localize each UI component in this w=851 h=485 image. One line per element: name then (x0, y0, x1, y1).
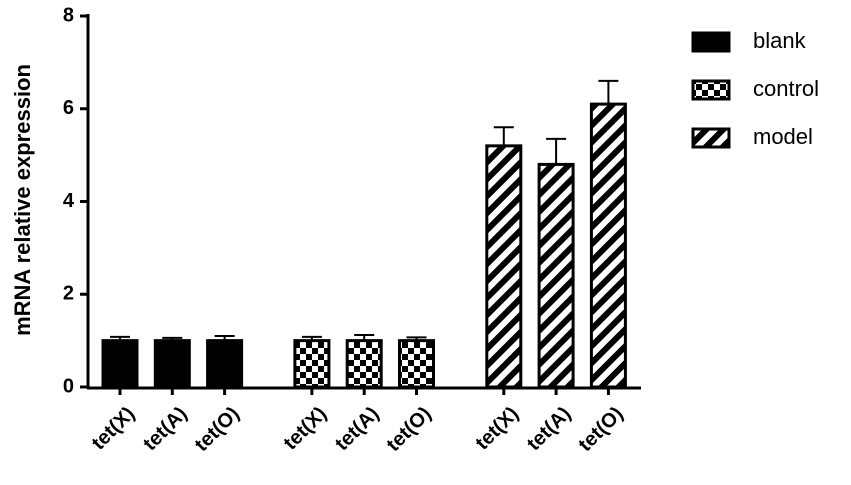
x-tick-label: tet(X) (88, 403, 140, 455)
legend-swatch (691, 127, 731, 149)
y-tick-label: 6 (63, 97, 74, 119)
y-tick-label: 0 (63, 375, 74, 397)
legend-label: model (753, 124, 813, 149)
bar (537, 162, 575, 389)
legend-label: control (753, 76, 819, 101)
bar (345, 339, 383, 389)
bar (293, 339, 331, 389)
x-tick-label: tet(O) (574, 403, 627, 456)
y-tick-label: 8 (63, 4, 74, 26)
y-axis-title: mRNA relative expression (10, 64, 35, 336)
y-tick-label: 2 (63, 283, 74, 305)
bar (101, 339, 139, 389)
x-tick-label: tet(O) (191, 403, 244, 456)
bar (589, 102, 627, 389)
bar (485, 144, 523, 389)
legend-label: blank (753, 28, 807, 53)
x-tick-label: tet(A) (523, 403, 575, 455)
y-tick-label: 4 (63, 190, 75, 212)
x-tick-label: tet(A) (139, 403, 191, 455)
bar (398, 339, 435, 389)
x-tick-label: tet(O) (383, 403, 436, 456)
x-tick-label: tet(X) (471, 403, 523, 455)
x-tick-label: tet(X) (279, 403, 331, 455)
bar (206, 339, 244, 389)
legend-swatch (691, 79, 731, 101)
legend-swatch (691, 31, 731, 53)
x-tick-label: tet(A) (331, 403, 383, 455)
bar (153, 339, 191, 389)
